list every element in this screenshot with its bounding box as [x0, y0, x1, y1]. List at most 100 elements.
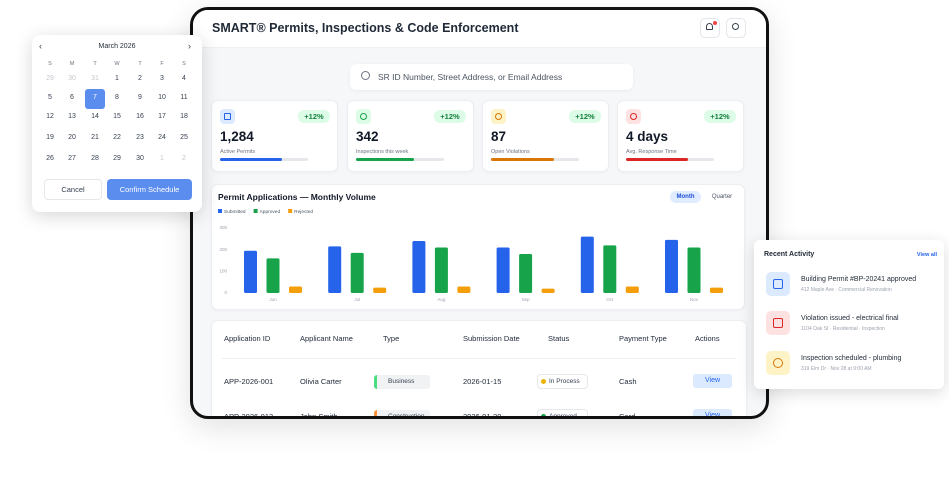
weekday-label: T — [138, 61, 142, 67]
calendar-day[interactable]: 14 — [91, 113, 99, 120]
bell-icon — [706, 23, 713, 30]
table-cell: 2026-01-20 — [463, 412, 502, 419]
chart-title: Permit Applications — Monthly Volume — [218, 192, 376, 202]
calendar-day[interactable]: 11 — [180, 94, 188, 101]
confirm-button[interactable]: Confirm Schedule — [107, 179, 192, 200]
view-button[interactable]: View — [693, 374, 732, 388]
calendar-day[interactable]: 25 — [180, 134, 188, 141]
stat-icon-glyph — [224, 113, 231, 120]
table-divider — [222, 358, 736, 359]
calendar-day[interactable]: 5 — [48, 94, 52, 101]
activity-item-detail: 319 Elm Dr · Nov 28 at 9:00 AM — [801, 366, 872, 372]
calendar-day[interactable]: 12 — [46, 113, 54, 120]
calendar-day[interactable]: 16 — [136, 113, 144, 120]
calendar-day[interactable]: 20 — [68, 134, 76, 141]
notification-dot — [713, 21, 717, 25]
calendar-month: March 2026 — [98, 43, 136, 50]
calendar-day[interactable]: 23 — [136, 134, 144, 141]
calendar-day[interactable]: 9 — [138, 94, 142, 101]
column-header: Application ID — [224, 334, 271, 343]
stat-change: +12% — [704, 110, 736, 123]
activity-title: Recent Activity — [764, 251, 815, 258]
type-pill — [374, 375, 430, 389]
calendar-day[interactable]: 4 — [182, 75, 186, 82]
calendar-day[interactable]: 28 — [91, 155, 99, 162]
stat-label: Avg. Response Time — [626, 149, 677, 155]
header-bar — [193, 10, 766, 48]
stat-change: +12% — [434, 110, 466, 123]
calendar-day[interactable]: 29 — [46, 75, 54, 82]
prev-month-button: ‹ — [39, 41, 42, 51]
next-month-button: › — [188, 41, 191, 51]
calendar-day[interactable]: 18 — [180, 113, 188, 120]
calendar-day[interactable]: 26 — [46, 155, 54, 162]
cancel-button[interactable]: Cancel — [44, 179, 102, 200]
toggle-button[interactable]: Quarter — [711, 194, 733, 200]
stat-change: +12% — [298, 110, 330, 123]
calendar-day[interactable]: 7 — [93, 94, 97, 101]
calendar-day[interactable]: 2 — [182, 155, 186, 162]
calendar-day[interactable]: 3 — [160, 75, 164, 82]
chart-card — [211, 184, 745, 310]
stat-icon — [220, 109, 235, 124]
column-header: Applicant Name — [300, 334, 353, 343]
status-pill — [537, 374, 588, 389]
selected-day — [85, 89, 105, 109]
stat-progress — [626, 158, 688, 161]
table-cell: Card — [619, 412, 636, 419]
stat-value: 342 — [356, 129, 379, 144]
calendar-day[interactable]: 2 — [138, 75, 142, 82]
view-all-link[interactable]: View all — [916, 252, 937, 258]
search-icon — [732, 23, 739, 30]
calendar-day[interactable]: 22 — [113, 134, 121, 141]
weekday-label: S — [48, 61, 52, 67]
calendar-day[interactable]: 19 — [46, 134, 54, 141]
table-card — [211, 320, 747, 416]
calendar-day[interactable]: 6 — [70, 94, 74, 101]
status-dot — [541, 379, 546, 384]
calendar-day[interactable]: 30 — [136, 155, 144, 162]
status-label: In Process — [549, 378, 580, 385]
calendar-day[interactable]: 21 — [91, 134, 99, 141]
calendar-day[interactable]: 24 — [158, 134, 166, 141]
view-button[interactable]: View — [693, 409, 732, 416]
toggle-button[interactable]: Month — [670, 191, 701, 203]
activity-item-title[interactable]: Building Permit #BP-20241 approved — [801, 276, 917, 283]
type-pill — [374, 410, 430, 416]
stat-progress — [491, 158, 554, 161]
calendar-day[interactable]: 27 — [68, 155, 76, 162]
stat-label: Open Violations — [491, 149, 530, 155]
column-header: Status — [548, 334, 570, 343]
stat-label: Active Permits — [220, 149, 256, 155]
type-label: Construction — [388, 413, 425, 419]
search-icon — [361, 71, 370, 80]
search-input[interactable] — [350, 64, 633, 90]
type-label: Business — [388, 378, 415, 385]
column-header: Type — [383, 334, 400, 343]
activity-item-title[interactable]: Violation issued - electrical final — [801, 315, 899, 322]
table-cell: Olivia Carter — [300, 377, 342, 386]
activity-glyph — [773, 279, 783, 289]
activity-item-detail: 412 Maple Ave · Commercial Renovation — [801, 287, 892, 293]
stat-icon-glyph — [360, 113, 367, 120]
weekday-label: S — [182, 61, 186, 67]
calendar-day[interactable]: 13 — [68, 113, 76, 120]
calendar-day[interactable]: 17 — [158, 113, 166, 120]
weekday-label: T — [93, 61, 97, 67]
calendar-day[interactable]: 10 — [158, 94, 166, 101]
calendar-day[interactable]: 1 — [160, 155, 164, 162]
calendar-day[interactable]: 8 — [115, 94, 119, 101]
calendar-day[interactable]: 31 — [91, 75, 99, 82]
stat-value: 1,284 — [220, 129, 254, 144]
calendar-day[interactable]: 29 — [113, 155, 121, 162]
calendar-day[interactable]: 15 — [113, 113, 121, 120]
table-cell: Cash — [619, 377, 637, 386]
stat-value: 4 days — [626, 129, 669, 144]
calendar-day[interactable]: 1 — [115, 75, 119, 82]
stat-icon-glyph — [495, 113, 502, 120]
activity-item-title[interactable]: Inspection scheduled - plumbing — [801, 355, 902, 362]
table-cell: 2026-01-15 — [463, 377, 502, 386]
stat-change: +12% — [569, 110, 601, 123]
calendar-day[interactable]: 30 — [68, 75, 76, 82]
